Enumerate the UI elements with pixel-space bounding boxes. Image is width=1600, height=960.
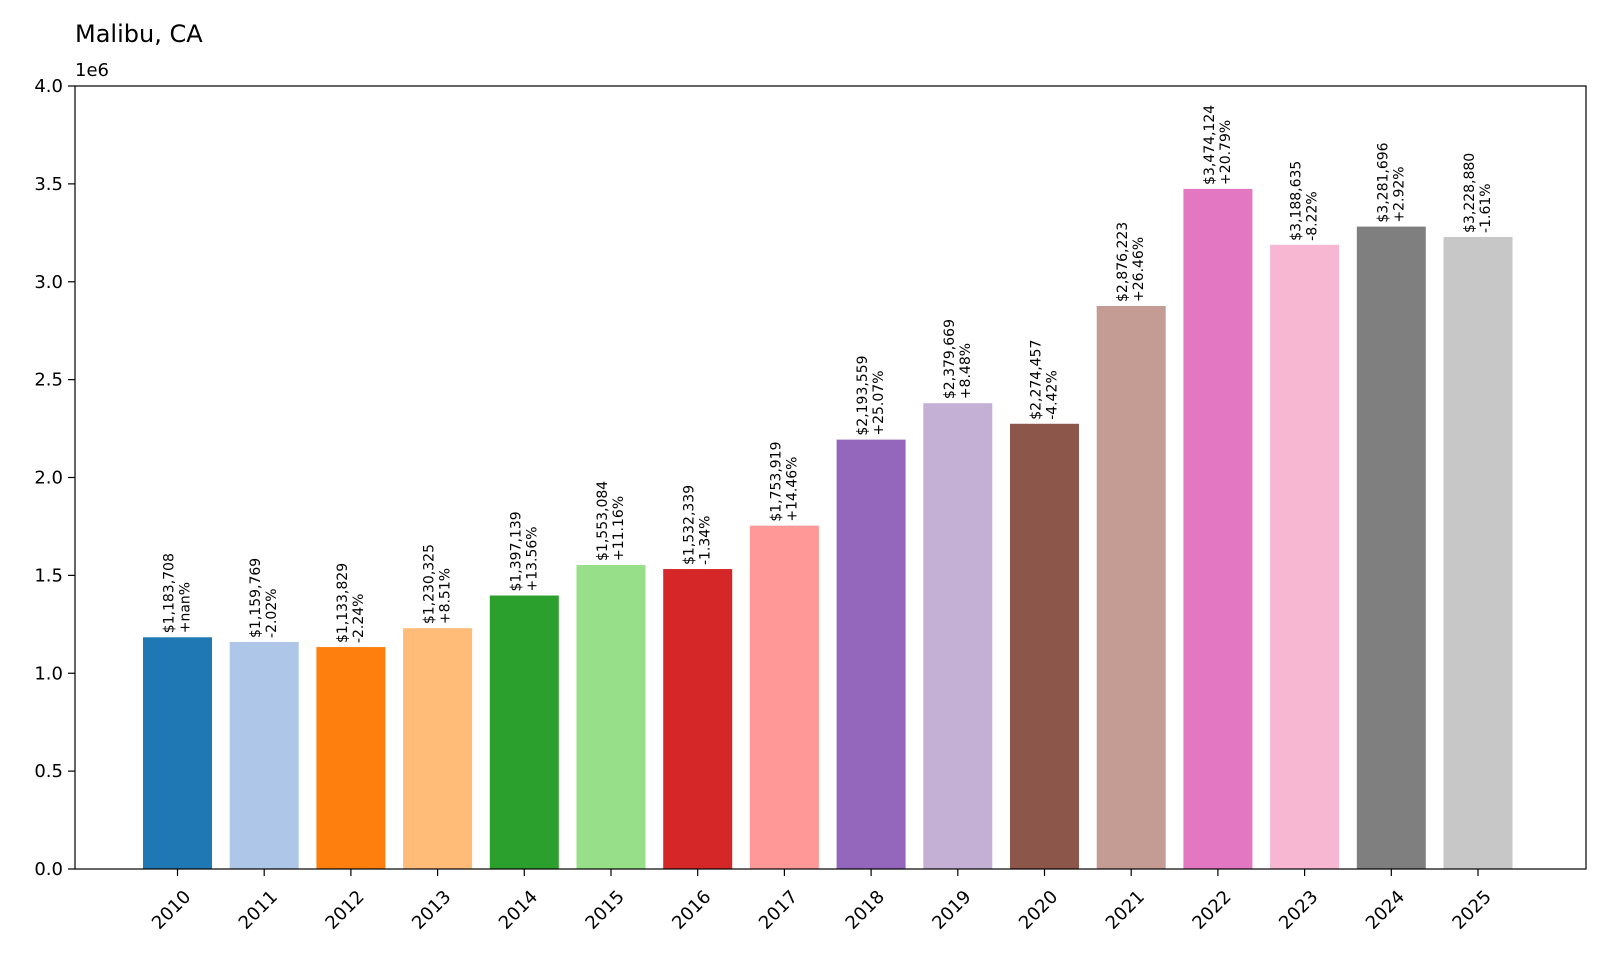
bar-change-label: +13.56%	[524, 526, 540, 591]
bar-change-label: +11.16%	[611, 496, 627, 561]
y-tick-label: 4.0	[34, 76, 63, 97]
bar-annotation: $3,474,124 +20.79%	[1202, 105, 1234, 185]
bar-value-label: $1,159,769	[248, 558, 264, 638]
x-tick-label: 2022	[1188, 886, 1235, 933]
bar-change-label: -1.34%	[698, 516, 714, 566]
bar-annotation: $2,193,559 +25.07%	[855, 355, 887, 435]
x-tick-label: 2011	[235, 886, 282, 933]
bar-2023	[1270, 244, 1340, 869]
bar-2018	[836, 439, 906, 869]
y-tick-label: 3.0	[34, 272, 63, 293]
bar-annotation: $1,133,829 -2.24%	[335, 563, 367, 643]
x-tick-label: 2016	[668, 886, 715, 933]
bar-change-label: +20.79%	[1218, 120, 1234, 185]
bar-annotation: $3,188,635 -8.22%	[1289, 161, 1321, 241]
x-tick-label: 2017	[755, 886, 802, 933]
bar-annotation: $1,230,325 +8.51%	[422, 544, 454, 624]
bar-value-label: $2,379,669	[942, 319, 958, 399]
y-tick-label: 0.0	[34, 859, 63, 880]
bar-2020	[1010, 423, 1079, 869]
bar-2021	[1096, 305, 1166, 869]
bar-2019	[923, 403, 993, 869]
bar-value-label: $1,753,919	[768, 441, 784, 521]
bar-annotation: $3,228,880 -1.61%	[1462, 153, 1494, 233]
bar-value-label: $1,183,708	[162, 553, 178, 633]
bar-change-label: -2.24%	[351, 594, 367, 644]
bar-annotation: $1,753,919 +14.46%	[768, 441, 800, 521]
bar-value-label: $1,230,325	[422, 544, 438, 624]
x-tick-label: 2024	[1362, 886, 1409, 933]
y-tick-label: 3.5	[34, 174, 63, 195]
bar-annotation: $3,281,696 +2.92%	[1375, 142, 1407, 222]
bar-annotation: $1,183,708 +nan%	[162, 553, 194, 633]
bar-change-label: +8.51%	[438, 568, 454, 624]
x-tick-label: 2013	[408, 886, 455, 933]
bar-annotation: $2,876,223 +26.46%	[1115, 222, 1147, 302]
y-axis-offset-label: 1e6	[75, 60, 109, 81]
bar-change-label: +nan%	[178, 582, 194, 633]
x-tick-label: 2012	[321, 886, 368, 933]
bar-value-label: $3,281,696	[1375, 142, 1391, 222]
bar-2015	[576, 564, 646, 869]
bar-2013	[403, 628, 473, 869]
bar-annotation: $2,274,457 -4.42%	[1029, 340, 1061, 420]
bar-annotation: $1,397,139 +13.56%	[508, 511, 540, 591]
bar-value-label: $1,397,139	[508, 511, 524, 591]
bar-value-label: $1,133,829	[335, 563, 351, 643]
bar-value-label: $1,553,084	[595, 481, 611, 561]
bar-value-label: $3,474,124	[1202, 105, 1218, 185]
bar-2014	[489, 595, 559, 869]
x-tick-label: 2023	[1275, 886, 1322, 933]
bar-value-label: $1,532,339	[682, 485, 698, 565]
x-tick-label: 2015	[581, 886, 628, 933]
bar-change-label: +8.48%	[958, 343, 974, 399]
y-tick-label: 2.5	[34, 370, 63, 391]
bar-2025	[1443, 236, 1513, 869]
bar-annotation: $1,532,339 -1.34%	[682, 485, 714, 565]
bar-value-label: $2,274,457	[1029, 340, 1045, 420]
bar-annotation: $2,379,669 +8.48%	[942, 319, 974, 399]
y-tick-label: 1.0	[34, 663, 63, 684]
bar-value-label: $3,188,635	[1289, 161, 1305, 241]
x-tick-label: 2018	[842, 886, 889, 933]
bar-value-label: $3,228,880	[1462, 153, 1478, 233]
bar-value-label: $2,193,559	[855, 355, 871, 435]
y-tick-label: 1.5	[34, 565, 63, 586]
bar-change-label: +25.07%	[871, 370, 887, 435]
bar-value-label: $2,876,223	[1115, 222, 1131, 302]
bar-change-label: +14.46%	[784, 457, 800, 522]
bars	[143, 188, 1513, 869]
bar-labels: $1,183,708 +nan% $1,159,769 -2.02% $1,133,82…	[162, 105, 1495, 643]
x-axis: 2010 2011 2012 2013 2014 2015 2016 2017 2018 2019…	[148, 869, 1496, 934]
bar-annotation: $1,159,769 -2.02%	[248, 558, 280, 638]
bar-2022	[1183, 188, 1253, 869]
x-tick-label: 2019	[928, 886, 975, 933]
bar-2024	[1356, 226, 1426, 869]
bar-change-label: -8.22%	[1305, 191, 1321, 241]
bar-2011	[229, 641, 299, 869]
bar-2012	[316, 647, 386, 869]
bar-change-label: -2.02%	[264, 588, 280, 638]
bar-2010	[143, 637, 212, 869]
bar-change-label: -1.61%	[1478, 183, 1494, 233]
bar-2016	[663, 569, 733, 869]
x-tick-label: 2014	[495, 886, 542, 933]
x-tick-label: 2020	[1015, 886, 1062, 933]
bar-change-label: +26.46%	[1131, 237, 1147, 302]
y-tick-label: 2.0	[34, 468, 63, 489]
y-axis: 0.0 0.5 1.0 1.5 2.0 2.5 3.0 3.5 4.0	[34, 76, 75, 880]
bar-2017	[749, 525, 819, 869]
x-tick-label: 2010	[148, 886, 195, 933]
bar-annotation: $1,553,084 +11.16%	[595, 481, 627, 561]
plot-frame	[74, 85, 1587, 870]
chart-title: Malibu, CA	[75, 20, 203, 48]
bar-change-label: +2.92%	[1391, 166, 1407, 222]
x-tick-label: 2025	[1448, 886, 1495, 933]
x-tick-label: 2021	[1102, 886, 1149, 933]
bar-change-label: -4.42%	[1045, 370, 1061, 420]
y-tick-label: 0.5	[34, 761, 63, 782]
